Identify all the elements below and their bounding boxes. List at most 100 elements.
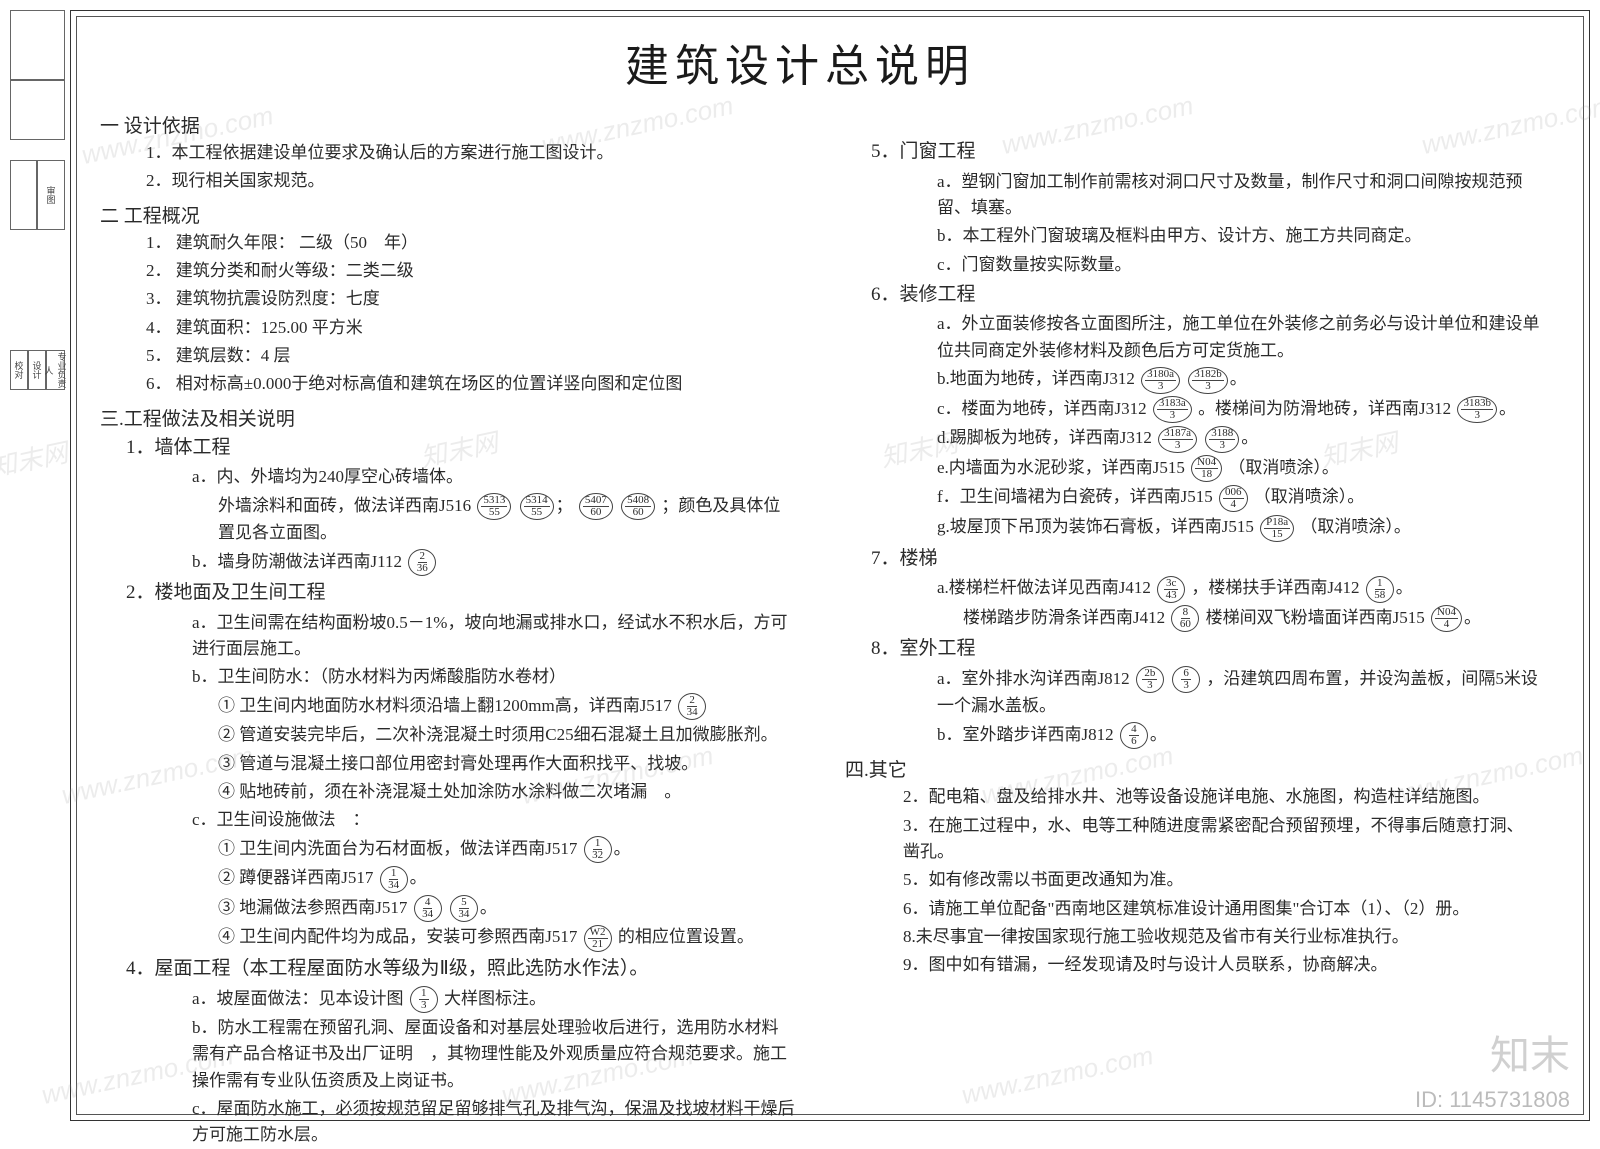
ref-icon: 860 [1171, 605, 1199, 632]
left-margin-strip: 审图 校对 设计 专业负责人 [10, 10, 65, 1121]
text: b.地面为地砖，详西南J312 [937, 369, 1135, 388]
text: ① 卫生间内洗面台为石材面板，做法详西南J517 [218, 839, 577, 858]
line: c．门窗数量按实际数量。 [937, 252, 1540, 278]
ref-icon: 132 [584, 836, 612, 863]
text: f．卫生间墙裙为白瓷砖，详西南J515 [937, 487, 1213, 506]
ref-icon: 46 [1120, 722, 1148, 749]
ref-icon: 158 [1366, 576, 1394, 603]
line: 5． 建筑层数：4 层 [146, 343, 795, 369]
text: 大样图标注。 [444, 989, 546, 1008]
line: ② 蹲便器详西南J517 134。 [218, 865, 795, 893]
ref-icon: P18a15 [1260, 515, 1294, 542]
text: 。楼梯间为防滑地砖，详西南J312 [1198, 399, 1451, 418]
line: 3．在施工过程中，水、电等工种随进度需紧密配合预留预埋，不得事后随意打洞、凿孔。 [903, 813, 1540, 866]
ref-icon: 2b3 [1136, 666, 1164, 693]
line: 6．请施工单位配备"西南地区建筑标准设计通用图集"合订本（1）、（2）册。 [903, 896, 1540, 922]
line: a．内、外墙均为240厚空心砖墙体。 [192, 464, 795, 490]
sub-3-4: 4．屋面工程（本工程屋面防水等级为Ⅱ级，照此选防水作法）。 [126, 955, 795, 984]
ref-icon: 531355 [477, 493, 511, 520]
ref-icon: 3183b3 [1457, 396, 1497, 423]
text: b．室外踏步详西南J812 [937, 725, 1114, 744]
sub-7: 7．楼梯 [871, 545, 1540, 574]
line: ④ 贴地砖前，须在补浇混凝土处加涂防水涂料做二次堵漏 。 [218, 779, 795, 805]
line: a．室外排水沟详西南J812 2b3 63 ，沿建筑四周布置，并设沟盖板，间隔5… [937, 666, 1540, 720]
strip-cell: 校对 [10, 350, 28, 390]
text: ，楼梯扶手详西南J412 [1191, 578, 1359, 597]
text: ② 蹲便器详西南J517 [218, 868, 373, 887]
line: ① 卫生间内洗面台为石材面板，做法详西南J517 132。 [218, 836, 795, 864]
line: 4． 建筑面积：125.00 平方米 [146, 315, 795, 341]
line: 6． 相对标高±0.000于绝对标高值和建筑在场区的位置详竖向图和定位图 [146, 371, 795, 397]
sub-3-1: 1．墙体工程 [126, 434, 795, 463]
sub-6: 6．装修工程 [871, 281, 1540, 310]
ref-icon: 3187a3 [1158, 426, 1197, 453]
ref-icon: 134 [380, 866, 408, 893]
line: a．外立面装修按各立面图所注，施工单位在外装修之前务必与设计单位和建设单位共同商… [937, 311, 1540, 364]
text: 楼梯间双飞粉墙面详西南J515 [1206, 608, 1425, 627]
ref-icon: 3182b3 [1188, 367, 1228, 394]
line: d.踢脚板为地砖，详西南J312 3187a3 31883。 [937, 425, 1540, 453]
text: c．楼面为地砖，详西南J312 [937, 399, 1147, 418]
line: b．卫生间防水：（防水材料为丙烯酸脂防水卷材） [192, 664, 795, 690]
ref-icon: 31883 [1205, 426, 1239, 453]
line: 外墙涂料和面砖，做法详西南J516 531355 531455； 540760 … [218, 493, 795, 547]
line: ④ 卫生间内配件均为成品，安装可参照西南J517 W221 的相应位置设置。 [218, 924, 795, 952]
ref-icon: 0064 [1219, 485, 1248, 512]
line: ② 管道安装完毕后，二次补浇混凝土时须用C25细石混凝土且加微膨胀剂。 [218, 722, 795, 748]
section-4: 四.其它 [845, 755, 1540, 782]
line: a．塑钢门窗加工制作前需核对洞口尺寸及数量，制作尺寸和洞口间隙按规范预留、填塞。 [937, 169, 1540, 222]
ref-icon: 13 [410, 986, 438, 1013]
line: 3． 建筑物抗震设防烈度：七度 [146, 286, 795, 312]
ref-icon: 531455 [520, 493, 554, 520]
line: a．坡屋面做法：见本设计图 13 大样图标注。 [192, 986, 795, 1014]
line: a.楼梯栏杆做法详见西南J412 3c43 ，楼梯扶手详西南J412 158。 [937, 575, 1540, 603]
section-2: 二 工程概况 [100, 201, 795, 228]
text: g.坡屋顶下吊顶为装饰石膏板，详西南J515 [937, 517, 1254, 536]
sub-3-2: 2．楼地面及卫生间工程 [126, 579, 795, 608]
ref-icon: 234 [678, 693, 706, 720]
line: 2．配电箱、盘及给排水井、池等设备设施详电施、水施图，构造柱详结施图。 [903, 784, 1540, 810]
ref-icon: 534 [450, 895, 478, 922]
text: d.踢脚板为地砖，详西南J312 [937, 428, 1152, 447]
text: ③ 地漏做法参照西南J517 [218, 898, 407, 917]
ref-icon: 434 [414, 895, 442, 922]
ref-icon: N044 [1431, 605, 1462, 632]
line: e.内墙面为水泥砂浆，详西南J515 N0418 （取消喷涂）。 [937, 455, 1540, 483]
text: （取消喷涂）。 [1254, 487, 1365, 506]
text: a.楼梯栏杆做法详见西南J412 [937, 578, 1151, 597]
line: 9．图中如有错漏，一经发现请及时与设计人员联系，协商解决。 [903, 952, 1540, 978]
strip-cell: 专业负责人 [46, 350, 65, 390]
column-left: 一 设计依据 1．本工程依据建设单位要求及确认后的方案进行施工图设计。 2．现行… [100, 105, 825, 1105]
page-title: 建筑设计总说明 [0, 30, 1600, 94]
sub-5: 5．门窗工程 [871, 138, 1540, 167]
line: 楼梯踏步防滑条详西南J412 860 楼梯间双飞粉墙面详西南J515 N044。 [963, 605, 1540, 633]
line: 2．现行相关国家规范。 [146, 168, 795, 194]
line: 1． 建筑耐久年限： 二级（50 年） [146, 230, 795, 256]
ref-icon: 540860 [621, 493, 655, 520]
line: 2． 建筑分类和耐火等级：二类二级 [146, 258, 795, 284]
text: 楼梯踏步防滑条详西南J412 [963, 608, 1165, 627]
ref-icon: 3180a3 [1141, 367, 1180, 394]
column-right: 5．门窗工程 a．塑钢门窗加工制作前需核对洞口尺寸及数量，制作尺寸和洞口间隙按规… [825, 105, 1570, 1105]
text: ① 卫生间内地面防水材料须沿墙上翻1200mm高，详西南J517 [218, 696, 672, 715]
line: b．墙身防潮做法详西南J112 236 [192, 549, 795, 577]
line: b．防水工程需在预留孔洞、屋面设备和对基层处理验收后进行，选用防水材料需有产品合… [192, 1015, 795, 1094]
line: c．屋面防水施工，必须按规范留足留够排气孔及排气沟，保温及找坡材料干燥后方可施工… [192, 1096, 795, 1149]
ref-icon: 3183a3 [1153, 396, 1192, 423]
text: 外墙涂料和面砖，做法详西南J516 [218, 496, 471, 515]
text: （取消喷涂）。 [1300, 517, 1411, 536]
line: c．楼面为地砖，详西南J312 3183a3 。楼梯间为防滑地砖，详西南J312… [937, 396, 1540, 424]
line: f．卫生间墙裙为白瓷砖，详西南J515 0064 （取消喷涂）。 [937, 484, 1540, 512]
strip-cell [10, 160, 37, 230]
line: ① 卫生间内地面防水材料须沿墙上翻1200mm高，详西南J517 234 [218, 693, 795, 721]
text: （取消喷涂）。 [1228, 458, 1339, 477]
ref-icon: 3c43 [1157, 576, 1185, 603]
ref-icon: 540760 [579, 493, 613, 520]
line: c．卫生间设施做法 ： [192, 807, 795, 833]
section-1: 一 设计依据 [100, 111, 795, 138]
content: 一 设计依据 1．本工程依据建设单位要求及确认后的方案进行施工图设计。 2．现行… [100, 105, 1570, 1105]
section-3: 三.工程做法及相关说明 [100, 404, 795, 431]
ref-icon: 236 [408, 549, 436, 576]
strip-cell: 审图 [37, 160, 65, 230]
line: 8.未尽事宜一律按国家现行施工验收规范及省市有关行业标准执行。 [903, 924, 1540, 950]
